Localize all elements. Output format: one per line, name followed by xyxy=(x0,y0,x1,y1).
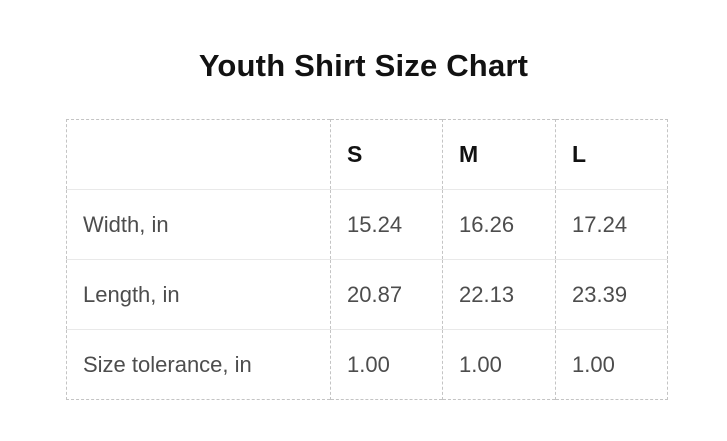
tolerance-value-m: 1.00 xyxy=(442,329,556,400)
table-row-size-tolerance: Size tolerance, in 1.00 1.00 1.00 xyxy=(66,329,668,400)
row-label-size-tolerance: Size tolerance, in xyxy=(66,329,331,400)
length-value-m: 22.13 xyxy=(442,259,556,330)
header-cell-blank xyxy=(67,120,331,190)
size-chart-table: S M L Width, in 15.24 16.26 17.24 Length… xyxy=(66,119,668,400)
row-label-length: Length, in xyxy=(66,259,331,330)
header-cell-size-s: S xyxy=(330,119,443,190)
table-row-length: Length, in 20.87 22.13 23.39 xyxy=(66,259,668,330)
table-row-width: Width, in 15.24 16.26 17.24 xyxy=(66,189,668,260)
width-value-m: 16.26 xyxy=(442,189,556,260)
header-cell-size-m: M xyxy=(442,119,556,190)
length-value-s: 20.87 xyxy=(330,259,443,330)
length-value-l: 23.39 xyxy=(555,259,668,330)
tolerance-value-l: 1.00 xyxy=(555,329,668,400)
width-value-s: 15.24 xyxy=(330,189,443,260)
tolerance-value-s: 1.00 xyxy=(330,329,443,400)
page-title: Youth Shirt Size Chart xyxy=(198,48,529,83)
width-value-l: 17.24 xyxy=(555,189,668,260)
table-header-row: S M L xyxy=(67,119,668,190)
header-cell-size-l: L xyxy=(555,119,668,190)
row-label-width: Width, in xyxy=(66,189,331,260)
